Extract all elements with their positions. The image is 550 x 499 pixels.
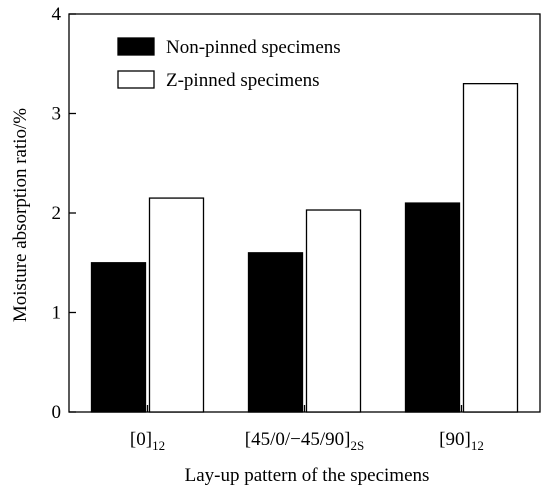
legend-swatch-0 xyxy=(117,37,155,56)
legend-label-0: Non-pinned specimens xyxy=(166,37,341,58)
bar-non-pinned-1 xyxy=(247,252,304,413)
x-tick-label: [90]12 xyxy=(439,429,484,453)
y-tick-label: 4 xyxy=(52,4,62,25)
y-tick-label: 2 xyxy=(52,203,62,224)
y-tick-label: 3 xyxy=(52,104,62,125)
y-tick-label: 1 xyxy=(52,303,62,324)
bar-z-pinned-0 xyxy=(148,197,205,413)
bar-z-pinned-2 xyxy=(462,83,519,413)
x-tick-label: [45/0/−45/90]2S xyxy=(245,429,364,453)
bar-non-pinned-0 xyxy=(90,262,147,413)
x-tick-label: [0]12 xyxy=(130,429,165,453)
legend-swatch-1 xyxy=(117,70,155,89)
legend-label-1: Z-pinned specimens xyxy=(166,70,320,91)
y-axis-label: Moisture absorption ratio/% xyxy=(10,108,31,322)
bar-z-pinned-1 xyxy=(305,209,362,413)
bar-non-pinned-2 xyxy=(404,202,461,413)
x-axis-label: Lay-up pattern of the specimens xyxy=(185,465,430,486)
y-tick-label: 0 xyxy=(52,402,62,423)
